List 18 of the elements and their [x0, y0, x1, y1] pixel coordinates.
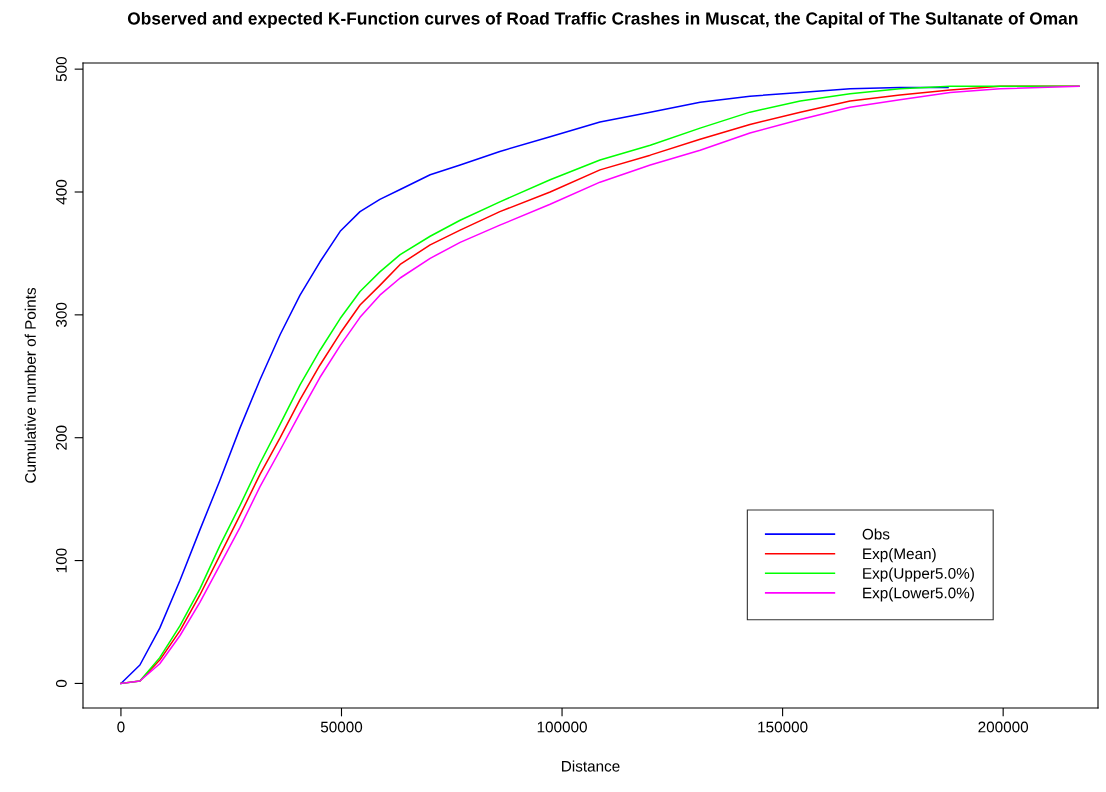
x-tick-label: 100000	[537, 721, 587, 733]
y-tick-label: 500	[55, 56, 67, 82]
y-tick-label: 0	[55, 679, 67, 688]
x-tick-label: 200000	[978, 721, 1029, 733]
x-axis-title: Distance	[562, 760, 620, 772]
x-tick-label: 50000	[320, 721, 363, 733]
legend-label: Obs	[862, 528, 890, 540]
chart-title: Observed and expected K-Function curves of Road Traffic Crashes in Muscat, the Capital of The Sultanate of Oman	[127, 11, 1078, 29]
y-tick-label: 200	[55, 425, 67, 450]
y-axis-title: Cumulative number of Points	[24, 287, 36, 483]
x-tick-label: 0	[117, 721, 125, 733]
legend-label: Exp(Mean)	[863, 547, 936, 563]
y-tick-label: 400	[55, 179, 67, 205]
y-tick-label: 300	[55, 302, 67, 328]
y-tick-label: 100	[55, 548, 67, 573]
x-tick-label: 150000	[758, 721, 808, 733]
legend-label: Exp(Upper5.0%)	[863, 567, 974, 582]
legend-label: Exp(Lower5.0%)	[863, 587, 974, 602]
